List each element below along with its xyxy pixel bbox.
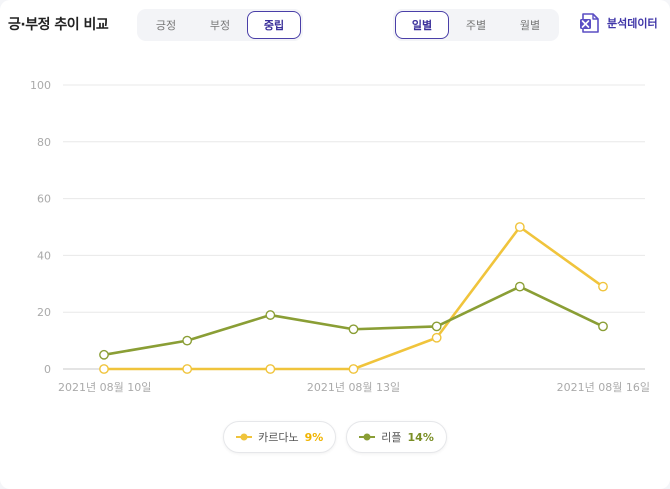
sentiment-filter: 긍정 부정 중립	[137, 9, 303, 41]
y-tick-label: 0	[44, 363, 51, 376]
tab-negative[interactable]: 부정	[209, 19, 231, 32]
tab-neutral[interactable]: 중립	[247, 11, 301, 39]
trend-line-chart: 0 20 40 60 80 100 2021년 08월 10일 2021년 08월 13일 20…	[30, 79, 650, 394]
legend-series-pct: 9%	[304, 430, 324, 444]
tab-positive[interactable]: 긍정	[155, 19, 177, 32]
series-point-1	[514, 281, 525, 292]
period-filter: 일별 주별 월별	[393, 9, 559, 41]
x-tick-label: 2021년 08월 13일	[307, 380, 400, 394]
legend-marker-icon	[236, 433, 253, 441]
export-label: 분석데이터	[607, 17, 658, 30]
series-point-0	[348, 364, 359, 374]
y-tick-label: 100	[30, 79, 51, 92]
y-tick-label: 80	[37, 136, 51, 149]
export-data-button[interactable]: 분석데이터	[579, 12, 658, 34]
legend-item-cardano[interactable]: 카르다노 9%	[223, 421, 337, 453]
tab-monthly[interactable]: 월별	[519, 19, 541, 32]
excel-file-icon	[580, 13, 599, 33]
chart-legend: 카르다노 9% 리플 14%	[0, 421, 670, 453]
legend-item-ripple[interactable]: 리플 14%	[346, 421, 447, 453]
legend-marker-icon	[359, 433, 376, 441]
page-title: 긍·부정 추이 비교	[8, 17, 109, 33]
series-point-0	[431, 332, 442, 343]
y-tick-label: 60	[37, 193, 51, 206]
legend-series-name: 리플	[381, 431, 402, 444]
series-point-0	[99, 364, 109, 374]
legend-series-pct: 14%	[407, 430, 434, 444]
x-tick-label: 2021년 08월 16일	[557, 380, 650, 394]
series-point-0	[514, 222, 525, 232]
tab-weekly[interactable]: 주별	[465, 19, 487, 32]
series-point-0	[598, 281, 608, 292]
series-point-1	[348, 324, 359, 335]
series-point-1	[265, 310, 276, 320]
legend-series-name: 카르다노	[258, 431, 299, 444]
series-point-0	[265, 364, 276, 374]
y-tick-label: 40	[37, 249, 51, 262]
series-point-1	[431, 321, 442, 332]
x-tick-label: 2021년 08월 10일	[58, 380, 151, 394]
y-tick-label: 20	[37, 306, 51, 319]
series-line-0	[102, 225, 605, 371]
series-point-1	[99, 349, 109, 360]
tab-daily[interactable]: 일별	[395, 11, 449, 39]
series-point-0	[182, 364, 193, 374]
series-line-1	[102, 285, 605, 357]
series-point-1	[598, 321, 608, 332]
series-point-1	[182, 335, 193, 346]
